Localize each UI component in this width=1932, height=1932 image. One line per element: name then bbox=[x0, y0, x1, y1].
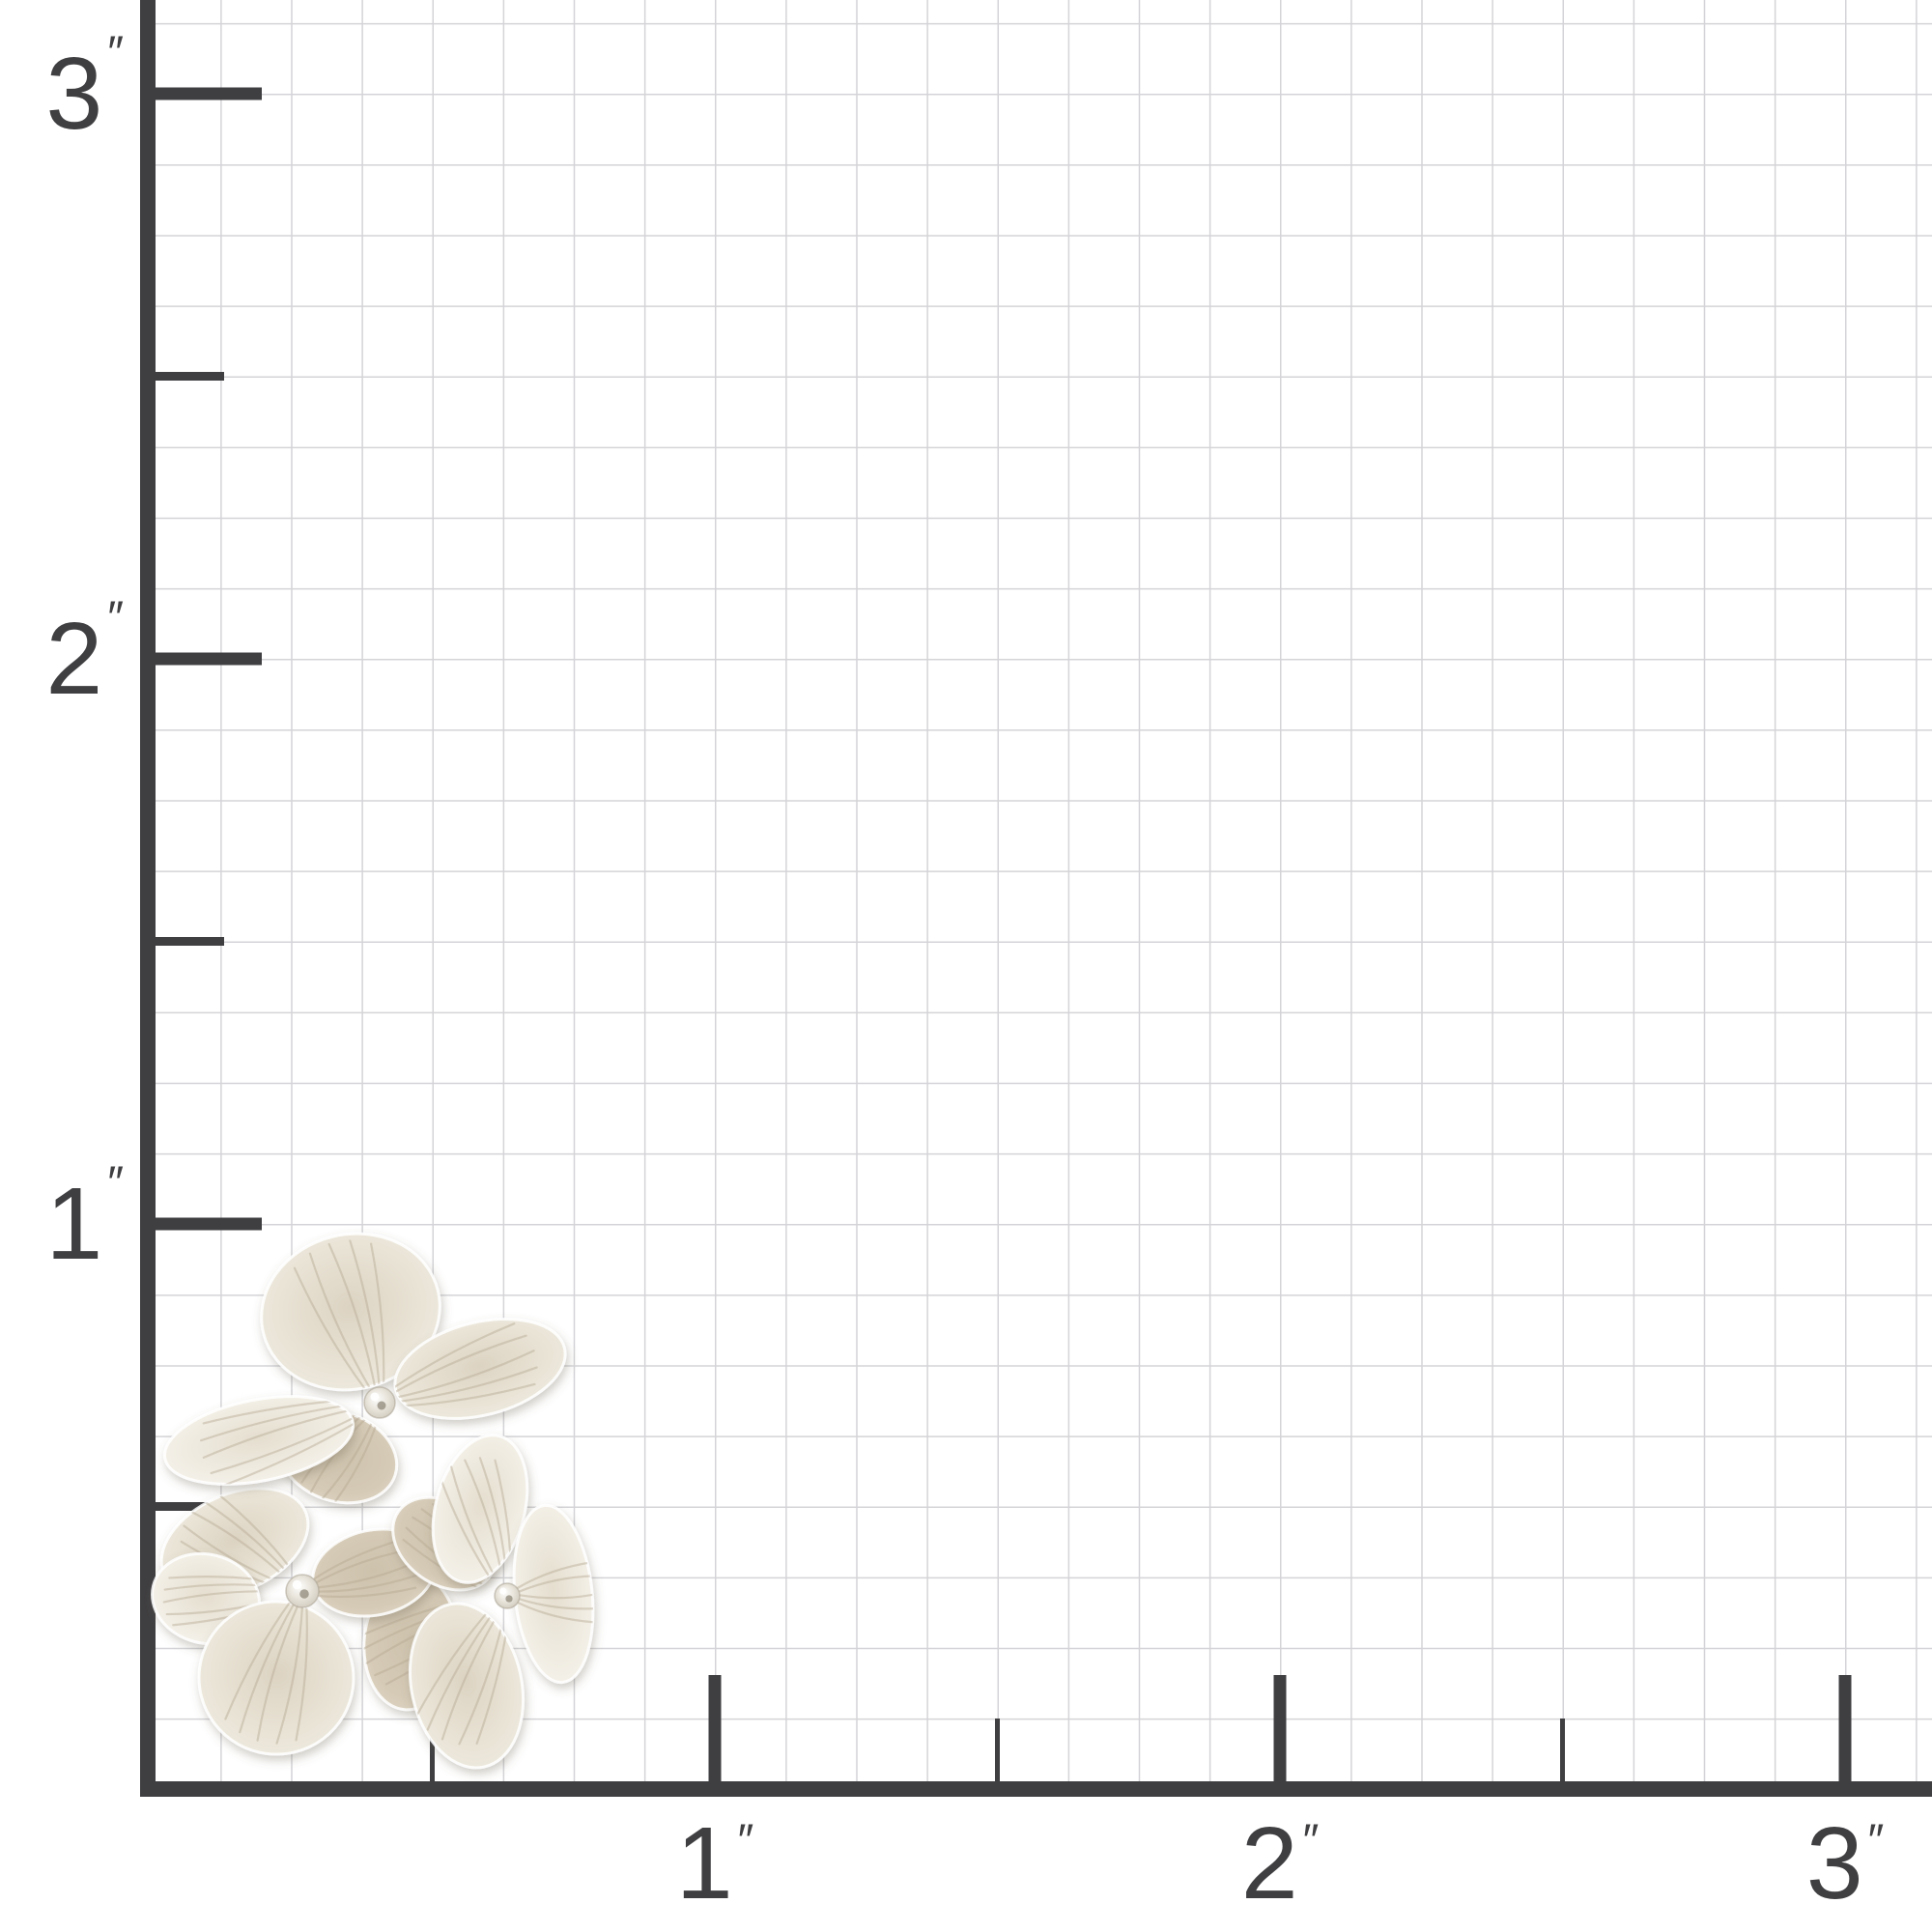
inch-double-prime-mark: ″ bbox=[107, 25, 124, 77]
y-axis-ticks bbox=[156, 87, 262, 1511]
axes bbox=[140, 0, 1932, 1797]
inch-double-prime-mark: ″ bbox=[1867, 1814, 1885, 1865]
x-tick-minor-2-5in bbox=[1560, 1719, 1565, 1781]
flower-petal bbox=[260, 1232, 441, 1396]
flower-center bbox=[363, 1386, 396, 1419]
flower-center bbox=[494, 1582, 521, 1609]
x-axis-label-3in: 3 ″ bbox=[1700, 1812, 1932, 1915]
flower-petal bbox=[197, 1598, 355, 1756]
flower-petal bbox=[431, 1434, 529, 1589]
x-tick-major-1in bbox=[708, 1675, 722, 1781]
y-axis-label-1in: 1 ″ bbox=[0, 1155, 124, 1287]
y-axis-label-2in: 2 ″ bbox=[0, 590, 124, 722]
y-axis-label-3in: 3 ″ bbox=[0, 25, 124, 156]
y-tick-major-1in bbox=[156, 1217, 262, 1231]
y-tick-major-2in bbox=[156, 652, 262, 666]
inch-double-prime-mark: ″ bbox=[1302, 1814, 1320, 1865]
flower-petal bbox=[408, 1602, 526, 1770]
petal-veins bbox=[293, 1239, 385, 1396]
petal-veins bbox=[162, 1576, 270, 1627]
flower-center bbox=[285, 1574, 320, 1608]
y-axis-label-1in-value: 1 bbox=[45, 1167, 103, 1281]
x-axis-label-2in-value: 2 bbox=[1240, 1806, 1298, 1920]
y-tick-minor-1-5in bbox=[156, 937, 224, 946]
x-axis-label-2in: 2 ″ bbox=[1135, 1812, 1425, 1915]
x-tick-minor-0-5in bbox=[430, 1719, 435, 1781]
inch-double-prime-mark: ″ bbox=[107, 590, 124, 642]
flower-petal bbox=[386, 1318, 567, 1420]
y-tick-minor-2-5in bbox=[156, 372, 224, 381]
x-axis-label-1in: 1 ″ bbox=[570, 1812, 860, 1915]
y-tick-minor-0-5in bbox=[156, 1502, 224, 1511]
hydrangea-flower-cluster bbox=[151, 1232, 602, 1770]
x-axis-label-1in-value: 1 bbox=[675, 1806, 733, 1920]
petal-veins bbox=[386, 1322, 538, 1407]
x-axis-label-3in-value: 3 bbox=[1805, 1806, 1863, 1920]
x-tick-major-3in bbox=[1838, 1675, 1852, 1781]
y-tick-major-3in bbox=[156, 87, 262, 100]
y-axis-label-2in-value: 2 bbox=[45, 602, 103, 716]
x-tick-minor-1-5in bbox=[995, 1719, 1000, 1781]
x-axis-ticks bbox=[430, 1675, 1852, 1781]
x-axis-line bbox=[140, 1781, 1932, 1797]
x-tick-major-2in bbox=[1273, 1675, 1287, 1781]
petal-veins bbox=[224, 1598, 308, 1745]
inch-double-prime-mark: ″ bbox=[107, 1155, 124, 1208]
y-axis-line bbox=[140, 0, 156, 1797]
y-axis-label-3in-value: 3 bbox=[45, 37, 103, 151]
inch-double-prime-mark: ″ bbox=[737, 1814, 754, 1865]
